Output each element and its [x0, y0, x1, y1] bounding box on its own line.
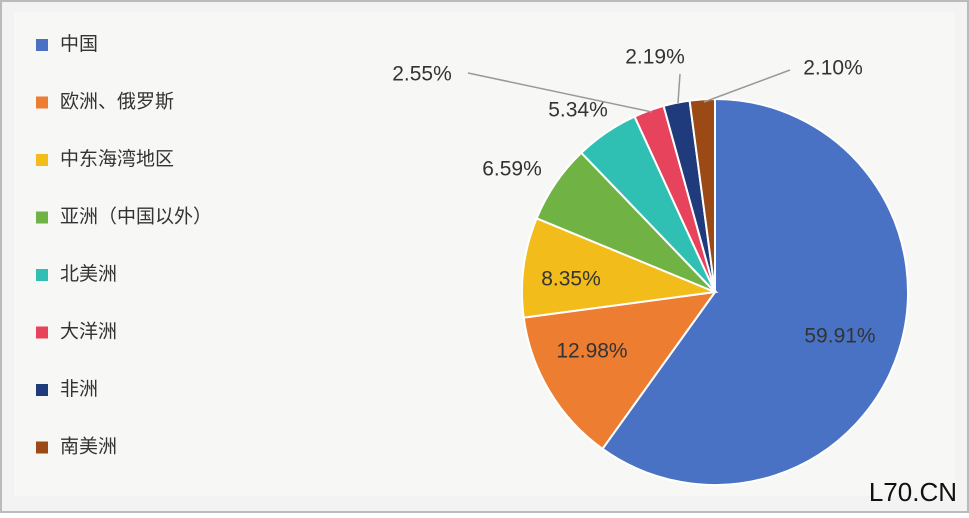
data-label: 5.34%	[548, 99, 608, 122]
pie-slice	[521, 217, 719, 319]
legend-swatch	[36, 211, 48, 224]
legend-label: 大洋洲	[60, 321, 117, 343]
legend-swatch	[36, 326, 48, 339]
pie-slice	[522, 290, 718, 451]
data-label: 6.59%	[482, 158, 542, 181]
data-label: 8.35%	[541, 268, 601, 291]
legend-swatch	[36, 154, 48, 166]
legend-label: 中国	[60, 33, 98, 55]
pie-slice	[688, 97, 716, 293]
data-label: 2.55%	[392, 63, 452, 86]
data-label: 12.98%	[556, 340, 627, 363]
legend-label: 亚洲（中国以外）	[60, 206, 212, 228]
legend-label: 欧洲、俄罗斯	[60, 91, 174, 113]
data-label: 59.91%	[804, 325, 875, 348]
legend-label: 非洲	[60, 378, 98, 400]
data-label: 2.10%	[803, 57, 863, 80]
legend-swatch	[36, 96, 48, 109]
legend-swatch	[36, 441, 48, 454]
leader-line	[677, 73, 681, 104]
watermark: L70.CN	[869, 477, 957, 507]
legend-label: 北美洲	[60, 263, 117, 285]
pie-slice	[601, 97, 909, 486]
legend-swatch	[36, 39, 48, 51]
legend-label: 中东海湾地区	[60, 148, 174, 170]
legend-swatch	[36, 384, 48, 396]
legend-swatch	[36, 269, 48, 281]
data-label: 2.19%	[625, 46, 685, 69]
leader-line	[467, 72, 653, 113]
legend-label: 南美洲	[60, 436, 117, 458]
leader-line	[703, 69, 791, 103]
